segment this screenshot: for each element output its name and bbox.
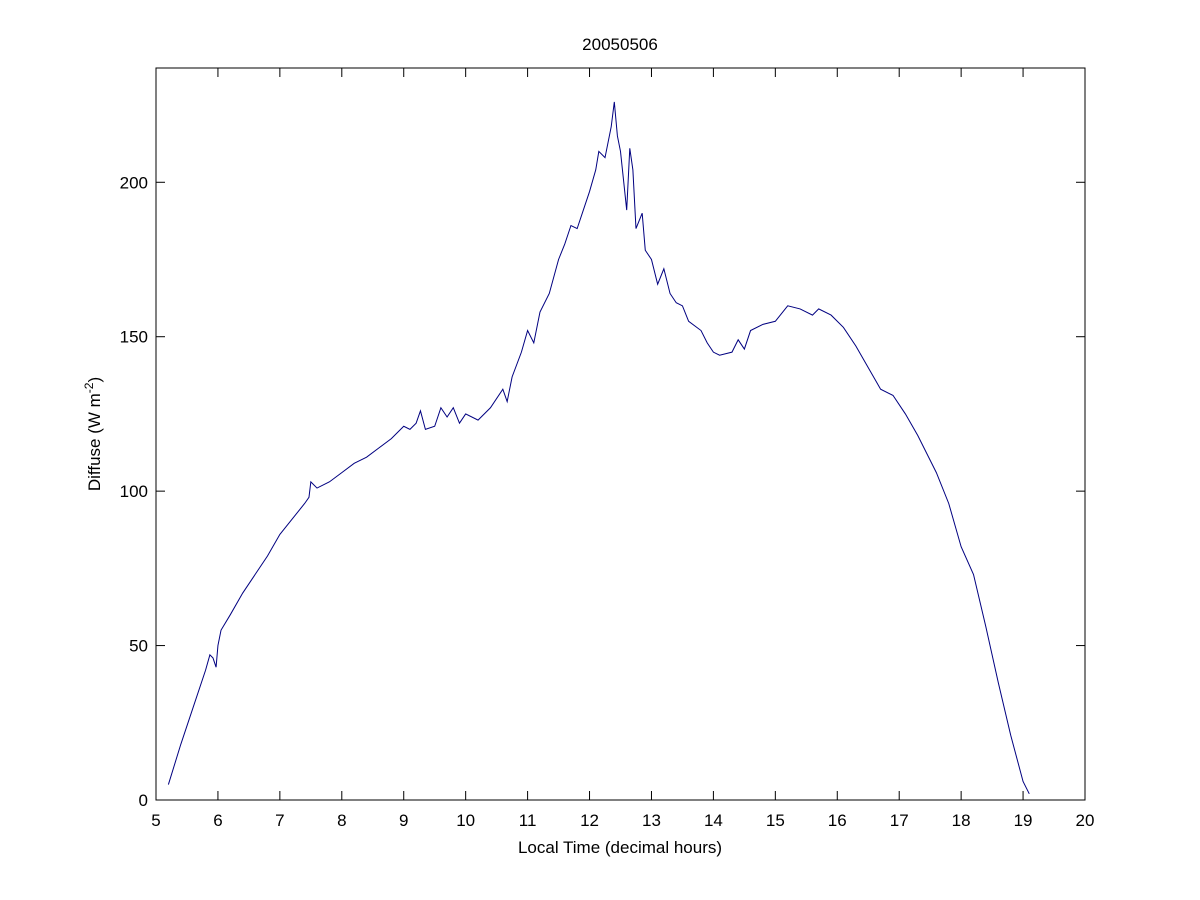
- x-tick-label: 5: [151, 811, 160, 830]
- x-tick-label: 9: [399, 811, 408, 830]
- x-tick-label: 16: [828, 811, 847, 830]
- y-tick-label: 100: [120, 482, 148, 501]
- x-tick-label: 19: [1014, 811, 1033, 830]
- data-line: [167, 101, 1030, 795]
- x-tick-label: 6: [213, 811, 222, 830]
- y-axis-label: Diffuse (W m-2): [82, 377, 104, 491]
- y-tick-label: 200: [120, 173, 148, 192]
- x-tick-label: 20: [1076, 811, 1095, 830]
- x-axis-label: Local Time (decimal hours): [518, 838, 722, 857]
- x-tick-label: 8: [337, 811, 346, 830]
- x-tick-label: 10: [456, 811, 475, 830]
- chart-title: 20050506: [582, 35, 658, 54]
- plot-frame: [155, 67, 1086, 801]
- x-tick-label: 15: [766, 811, 785, 830]
- x-tick-label: 7: [275, 811, 284, 830]
- x-tick-label: 18: [952, 811, 971, 830]
- x-tick-label: 11: [519, 811, 537, 830]
- x-tick-label: 14: [704, 811, 723, 830]
- y-tick-label: 50: [129, 637, 148, 656]
- y-tick-label: 0: [139, 791, 148, 810]
- x-tick-label: 17: [890, 811, 909, 830]
- y-tick-label: 150: [120, 328, 148, 347]
- x-tick-label: 12: [580, 811, 599, 830]
- x-tick-label: 13: [642, 811, 661, 830]
